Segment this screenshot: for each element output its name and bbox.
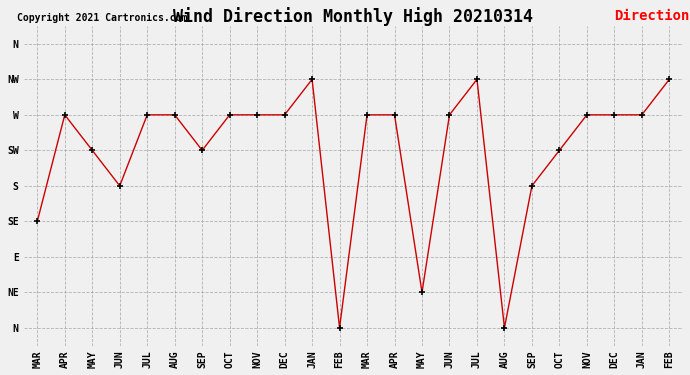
Text: Direction: Direction	[614, 9, 689, 23]
Text: Copyright 2021 Cartronics.com: Copyright 2021 Cartronics.com	[17, 13, 188, 23]
Title: Wind Direction Monthly High 20210314: Wind Direction Monthly High 20210314	[173, 7, 533, 26]
